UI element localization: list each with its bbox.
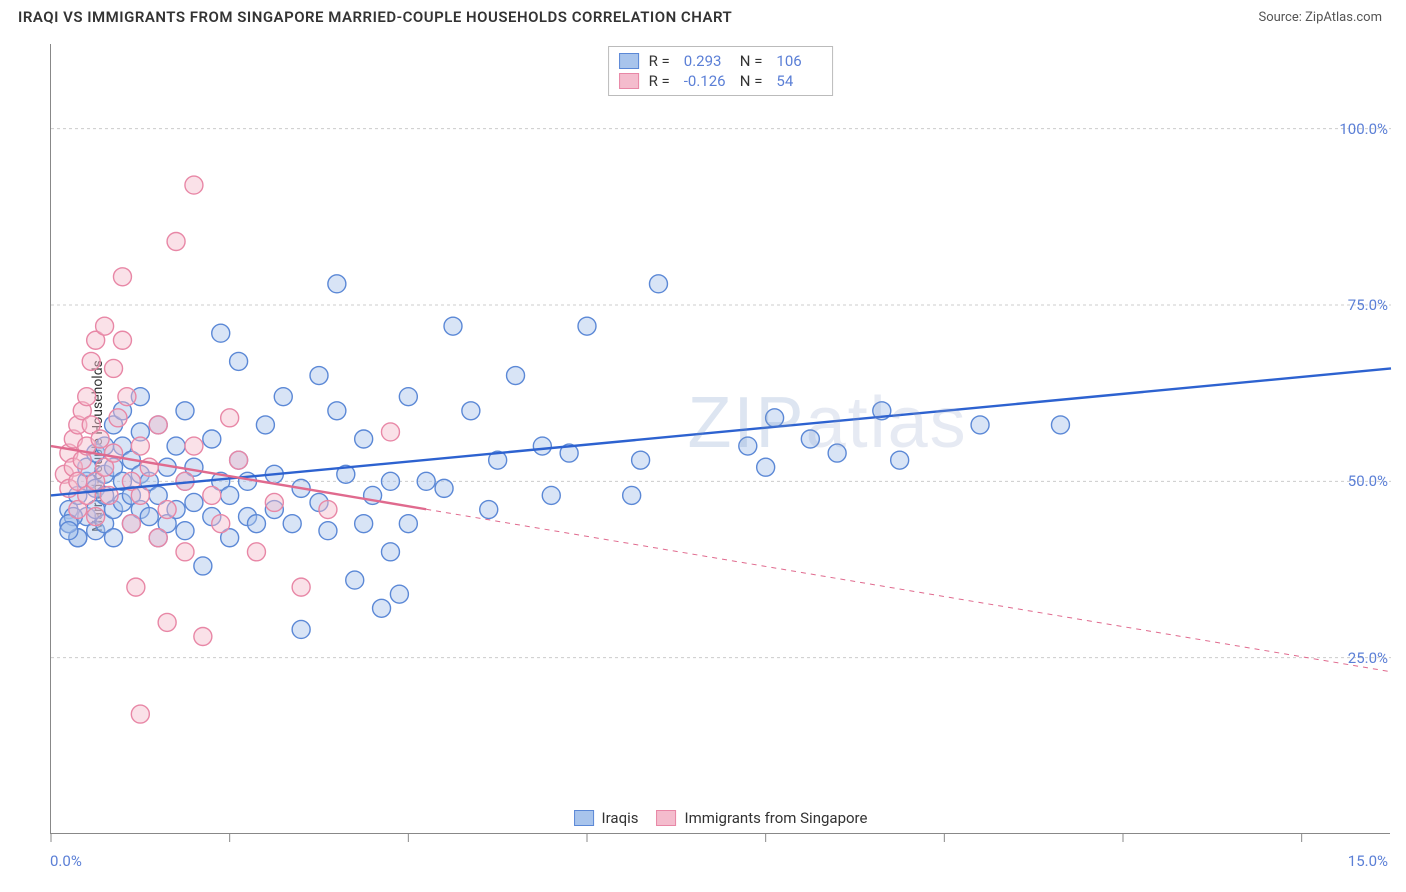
legend-item-0: Iraqis <box>574 809 639 827</box>
r-label: R = <box>649 52 670 70</box>
y-tick-label: 100.0% <box>1339 120 1388 138</box>
legend-row-series-0: R = 0.293 N = 106 <box>619 51 823 71</box>
x-start-label: 0.0% <box>50 852 82 870</box>
swatch-series-1 <box>619 73 639 89</box>
n-value-0: 106 <box>772 52 822 70</box>
header-row: IRAQI VS IMMIGRANTS FROM SINGAPORE MARRI… <box>0 0 1406 30</box>
source-label: Source: ZipAtlas.com <box>1258 10 1382 25</box>
scatter-svg <box>51 44 1390 833</box>
correlation-legend: R = 0.293 N = 106 R = -0.126 N = 54 <box>608 46 834 96</box>
series-1-name: Immigrants from Singapore <box>685 809 868 827</box>
series-legend: Iraqis Immigrants from Singapore <box>574 809 868 827</box>
series-0-name: Iraqis <box>602 809 639 827</box>
n-label: N = <box>740 52 763 70</box>
r-value-0: 0.293 <box>680 52 730 70</box>
swatch-series-1-b <box>657 810 677 826</box>
y-tick-label: 50.0% <box>1348 472 1388 490</box>
r-label: R = <box>649 72 670 90</box>
plot-area: R = 0.293 N = 106 R = -0.126 N = 54 ZIPa… <box>50 44 1390 834</box>
legend-row-series-1: R = -0.126 N = 54 <box>619 71 823 91</box>
swatch-series-0-b <box>574 810 594 826</box>
y-tick-label: 25.0% <box>1348 649 1388 667</box>
n-value-1: 54 <box>772 72 822 90</box>
chart-container: IRAQI VS IMMIGRANTS FROM SINGAPORE MARRI… <box>0 0 1406 892</box>
r-value-1: -0.126 <box>680 72 730 90</box>
x-end-label: 15.0% <box>1348 852 1388 870</box>
swatch-series-0 <box>619 53 639 69</box>
chart-title: IRAQI VS IMMIGRANTS FROM SINGAPORE MARRI… <box>18 8 732 26</box>
legend-item-1: Immigrants from Singapore <box>657 809 868 827</box>
y-tick-label: 75.0% <box>1348 296 1388 314</box>
n-label: N = <box>740 72 763 90</box>
